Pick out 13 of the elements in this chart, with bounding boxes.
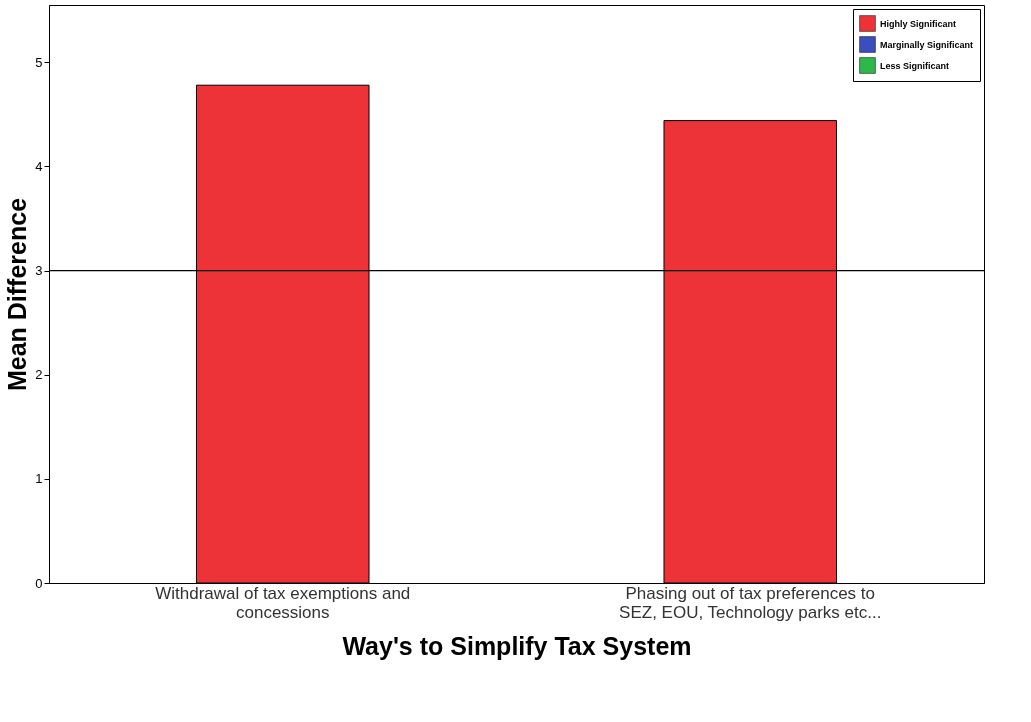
y-tick-label: 3	[35, 263, 43, 279]
x-tick-label: Withdrawal of tax exemptions and concessions	[155, 583, 411, 622]
y-tick-label: 0	[35, 575, 43, 591]
x-axis-title: Way's to Simplify Tax System	[342, 631, 692, 660]
legend-label: Highly Significant	[880, 18, 957, 29]
y-tick-label: 1	[35, 471, 43, 487]
y-axis-title: Mean Difference	[3, 197, 32, 392]
y-tick-label: 4	[35, 158, 43, 174]
legend-label: Less Significant	[880, 60, 950, 71]
y-tick-label: 5	[35, 54, 43, 70]
legend-label: Marginally Significant	[880, 39, 974, 50]
y-tick-label: 2	[35, 367, 43, 383]
x-tick-label: Phasing out of tax preferences to SEZ, EOU, Technology parks etc...	[619, 583, 882, 622]
